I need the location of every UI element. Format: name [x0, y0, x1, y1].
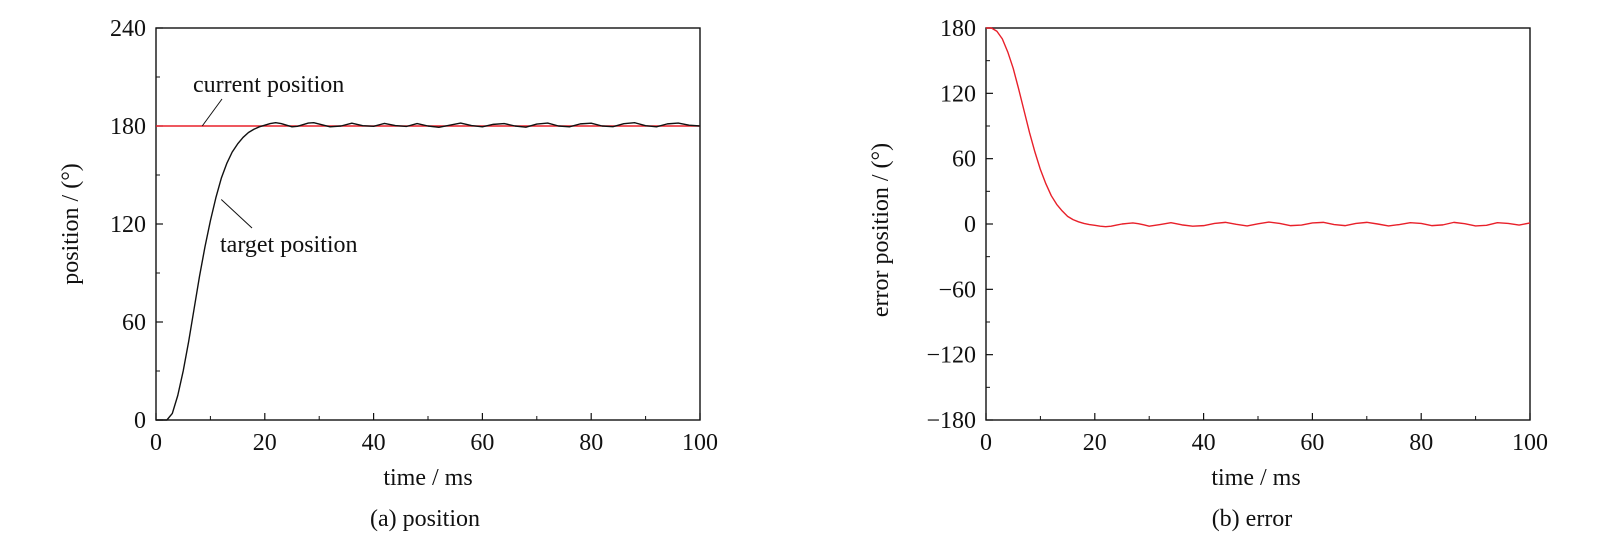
x-axis-title-a: time / ms [383, 465, 472, 491]
caption-a: (a) position [370, 506, 480, 532]
x-ticks-a: 0 20 40 60 80 100 [150, 413, 718, 456]
y-tick-label-a-1: 60 [122, 310, 146, 336]
x-tick-label-b-4: 80 [1409, 430, 1433, 456]
x-tick-label-a-5: 100 [682, 430, 718, 456]
annotation-label-a-0: current position [193, 72, 344, 98]
x-tick-label-a-1: 20 [253, 430, 277, 456]
x-tick-label-b-3: 60 [1300, 430, 1324, 456]
x-tick-label-b-2: 40 [1192, 430, 1216, 456]
annotation-leader-a-1 [220, 199, 253, 229]
x-tick-label-a-3: 60 [470, 430, 494, 456]
x-tick-label-a-0: 0 [150, 430, 162, 456]
series-group-a [156, 122, 701, 421]
panel-b-error-chart: 0 20 40 60 80 100 −180 −120 −60 0 60 120 180 time /… [868, 16, 1548, 532]
series-line-b-0 [986, 27, 1531, 228]
x-tick-label-b-0: 0 [980, 430, 992, 456]
y-tick-label-b-5: 120 [940, 81, 976, 107]
annotation-leader-a-0 [201, 98, 223, 127]
y-tick-label-b-4: 60 [952, 147, 976, 173]
caption-b: (b) error [1212, 506, 1293, 532]
x-tick-label-a-4: 80 [579, 430, 603, 456]
y-tick-label-a-3: 180 [110, 114, 146, 140]
x-tick-label-b-5: 100 [1512, 430, 1548, 456]
x-axis-title-b: time / ms [1211, 465, 1300, 491]
y-ticks-a: 0 60 120 180 240 [110, 16, 163, 434]
y-ticks-b: −180 −120 −60 0 60 120 180 [926, 16, 993, 434]
series-group-b [986, 27, 1531, 228]
y-axis-title-a: position / (°) [58, 163, 84, 285]
x-tick-label-a-2: 40 [362, 430, 386, 456]
y-tick-label-b-2: −60 [938, 277, 976, 303]
series-line-a-1 [156, 122, 701, 421]
y-axis-title-b: error position / (°) [868, 143, 894, 317]
y-tick-label-a-4: 240 [110, 16, 146, 42]
y-tick-label-b-0: −180 [926, 408, 976, 434]
y-tick-label-b-3: 0 [964, 212, 976, 238]
annotation-label-a-1: target position [220, 232, 358, 258]
y-tick-label-b-6: 180 [940, 16, 976, 42]
annotations-a: current position target position [193, 72, 358, 258]
y-tick-label-a-2: 120 [110, 212, 146, 238]
y-tick-label-b-1: −120 [926, 343, 976, 369]
x-ticks-b: 0 20 40 60 80 100 [980, 413, 1548, 456]
panel-a-position-chart: 0 20 40 60 80 100 0 60 120 180 240 current positi… [58, 16, 718, 532]
x-tick-label-b-1: 20 [1083, 430, 1107, 456]
y-tick-label-a-0: 0 [134, 408, 146, 434]
